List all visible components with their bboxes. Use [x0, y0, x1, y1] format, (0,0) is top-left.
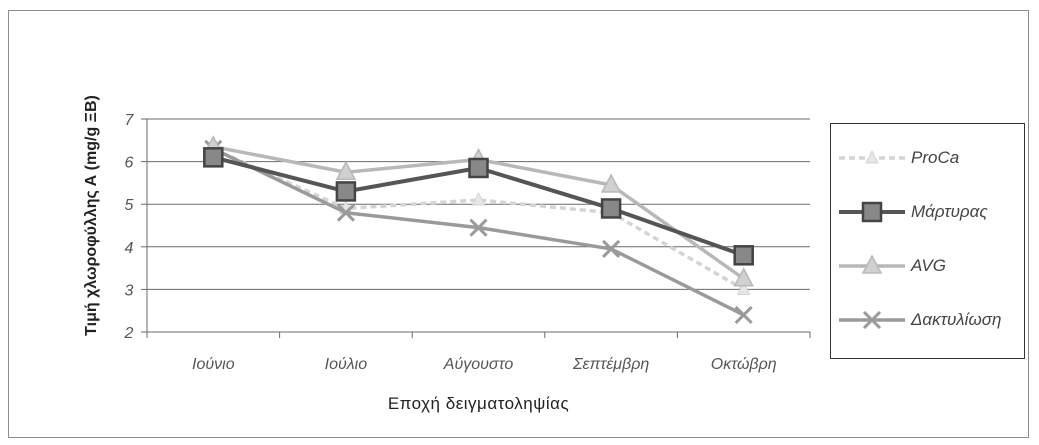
y-tick-label: 6 [125, 155, 134, 172]
series-layer [203, 135, 754, 325]
legend: ProCa Μάρτυρας AVG Δακτυλίωση [830, 123, 1025, 359]
data-point [600, 173, 622, 193]
x-tick-label: Ιούλιο [325, 356, 368, 373]
x-stroke [336, 203, 355, 222]
data-point [335, 160, 357, 180]
data-point [203, 147, 224, 168]
y-tick-label: 4 [125, 240, 134, 257]
data-point [602, 239, 621, 258]
y-tick-label: 3 [125, 282, 134, 299]
legend-swatch [839, 310, 905, 330]
legend-item: AVG [837, 252, 1022, 280]
legend-marker [861, 201, 883, 223]
x-tick-label: Οκτώβρη [711, 356, 777, 373]
x-tick-label: Ιούνιο [192, 356, 235, 373]
legend-marker [862, 310, 882, 330]
y-tick-label: 2 [124, 325, 134, 342]
legend-swatch [839, 149, 905, 164]
legend-label: Μάρτυρας [911, 202, 988, 221]
x-axis-title: Εποχή δειγματοληψίας [388, 394, 569, 413]
y-tick-label: 7 [125, 112, 135, 129]
data-point [335, 181, 357, 202]
x-stroke [734, 305, 753, 325]
legend-label: ProCa [911, 148, 960, 167]
data-point [600, 198, 622, 219]
y-tick-label: 5 [125, 197, 134, 214]
legend-marker [861, 254, 883, 274]
legend-label: AVG [911, 256, 946, 275]
data-point [733, 245, 754, 266]
data-point [733, 267, 754, 287]
data-point [736, 281, 751, 295]
axis-layer: 2 3 4 5 6 7 Ιούνιο Ιούλιο Αύγουστο Σεπτέμβρη Οκτώβ… [124, 112, 811, 373]
data-point [468, 157, 489, 179]
data-point [469, 218, 488, 237]
chart-svg: 2 3 4 5 6 7 Ιούνιο Ιούλιο Αύγουστο Σεπτέμβρη Οκτώβ… [83, 95, 811, 413]
x-stroke [469, 218, 488, 237]
legend-item: Μάρτυρας [837, 198, 1022, 226]
legend-label: Δακτυλίωση [911, 310, 1002, 329]
data-point [471, 191, 486, 206]
series-line [212, 147, 745, 291]
data-point [336, 203, 355, 222]
x-stroke [862, 310, 882, 330]
legend-item: ProCa [837, 144, 1022, 172]
data-point [734, 305, 753, 325]
x-tick-label: Σεπτέμβρη [572, 356, 649, 373]
legend-marker [865, 149, 879, 164]
x-stroke [602, 239, 621, 258]
legend-swatch [839, 201, 905, 223]
legend-swatch [839, 254, 905, 274]
chart-frame: 2 3 4 5 6 7 Ιούνιο Ιούλιο Αύγουστο Σεπτέμβρη Οκτώβ… [8, 10, 1029, 438]
x-tick-label: Αύγουστο [443, 356, 514, 373]
y-axis-title: Τιμή χλωροφύλλης Α (mg/g ΞΒ) [83, 95, 100, 336]
legend-item: Δακτυλίωση [837, 306, 1022, 334]
